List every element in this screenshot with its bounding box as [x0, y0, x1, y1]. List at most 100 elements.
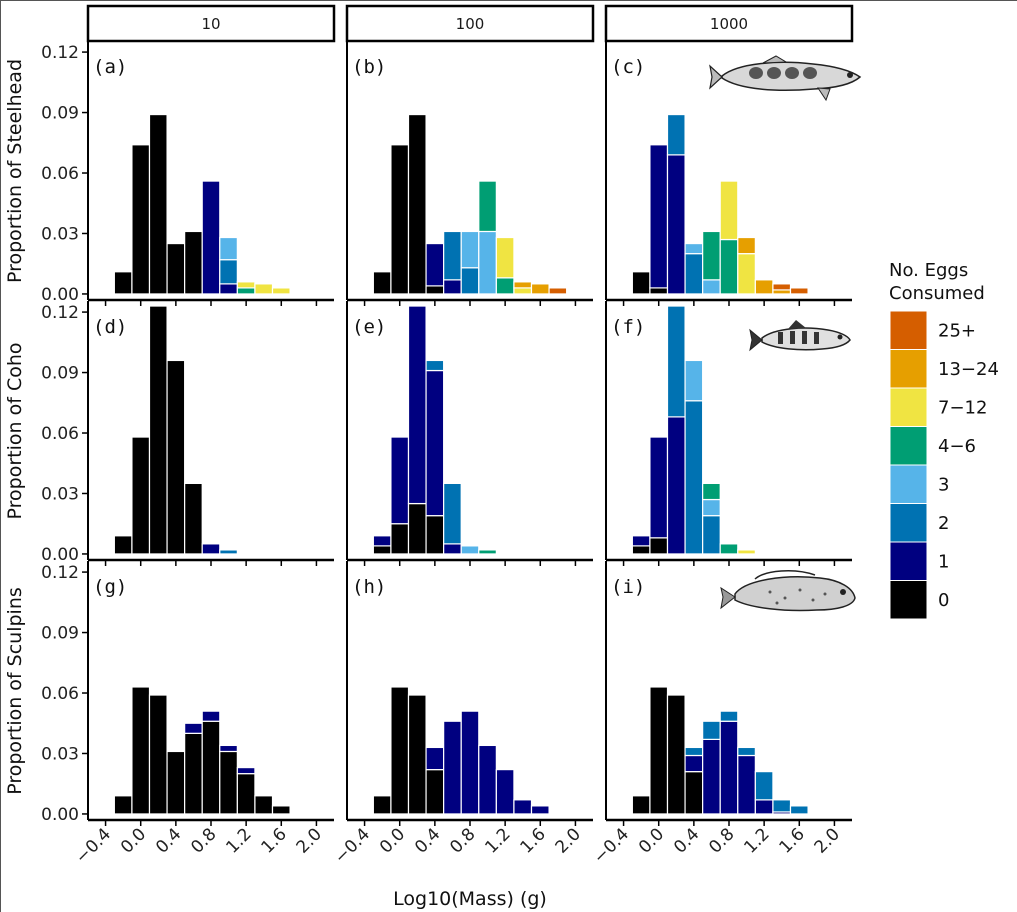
- bar-segment: [530, 283, 550, 295]
- y-tick-label: 0.12: [41, 303, 79, 323]
- bar-segment: [513, 281, 533, 289]
- bar-segment: [271, 805, 291, 815]
- bar-segment: [407, 113, 427, 295]
- bar-segment: [737, 253, 756, 295]
- bar-segment: [666, 113, 686, 156]
- legend-label: 13−24: [938, 359, 999, 380]
- panel-label: (f): [611, 316, 645, 338]
- bar-segment: [702, 498, 721, 517]
- bar-segment: [631, 271, 651, 295]
- bar-segment: [184, 482, 203, 555]
- y-tick-label: 0.06: [41, 684, 79, 704]
- bar-segment: [184, 230, 203, 295]
- bar-segment: [702, 738, 721, 815]
- bar-segment: [719, 720, 739, 815]
- bar-segment: [201, 710, 221, 722]
- bar-segment: [425, 359, 445, 372]
- bar-segment: [702, 720, 721, 740]
- y-tick-label: 0.09: [41, 104, 79, 124]
- facet-strip: [86, 4, 336, 43]
- bar-segment: [443, 543, 462, 555]
- panel-label: (g): [93, 576, 127, 598]
- bar-segment: [649, 686, 669, 815]
- y-axis-title: Proportion of Steelhead: [4, 59, 26, 283]
- bar-segment: [548, 287, 568, 295]
- facet-panel: (e): [346, 301, 593, 562]
- bar-segment: [666, 694, 686, 815]
- facet-panel: (a): [87, 41, 334, 302]
- bar-segment: [684, 253, 704, 295]
- facet-strips: 10 100 1000: [86, 4, 854, 43]
- y-tick-label: 0.00: [41, 545, 79, 565]
- panel-label: (i): [611, 576, 645, 598]
- bar-segment: [649, 436, 669, 539]
- bar-segment: [495, 277, 515, 295]
- y-tick-label: 0.00: [41, 805, 79, 825]
- bar-segment: [666, 416, 686, 555]
- legend-swatch: [889, 426, 928, 466]
- bar-segment: [719, 543, 739, 555]
- bar-segment: [236, 766, 256, 775]
- bar-segment: [495, 769, 515, 815]
- bar-segment: [113, 795, 133, 815]
- bar-segment: [684, 400, 704, 555]
- y-axis-title: Proportion of Sculpins: [4, 587, 26, 795]
- y-tick-label: 0.03: [41, 484, 79, 504]
- bar-segment: [372, 271, 392, 295]
- bar-segment: [390, 523, 410, 555]
- y-tick-label: 0.12: [41, 43, 79, 63]
- bar-segment: [684, 242, 704, 255]
- bar-segment: [478, 744, 497, 815]
- y-axis-titles: Proportion of Steelhead Proportion of Coh…: [4, 59, 26, 795]
- facet-panels: (a) (b) (c) (d) (e) (f) (g) (h) (i): [87, 41, 852, 822]
- facet-panel: (d): [87, 301, 334, 562]
- bar-segment: [719, 238, 739, 295]
- bar-segment: [148, 694, 168, 815]
- facet-strip-label: 10: [201, 15, 220, 33]
- sculpin-icon: [720, 570, 856, 612]
- bar-segment: [407, 502, 427, 555]
- bar-segment: [443, 720, 462, 815]
- bar-segment: [201, 543, 221, 555]
- facet-panel: (f): [605, 301, 852, 562]
- bar-segment: [684, 754, 704, 773]
- bar-segment: [737, 236, 756, 255]
- bar-segment: [166, 359, 186, 555]
- bar-segment: [649, 537, 669, 555]
- bar-segment: [254, 795, 274, 815]
- bar-segment: [425, 746, 445, 771]
- legend-label: 2: [938, 513, 949, 534]
- bar-segment: [219, 549, 238, 555]
- bar-segment: [789, 287, 809, 295]
- bar-segment: [684, 746, 704, 757]
- legend-label: 7−12: [938, 397, 987, 418]
- panel-label: (h): [352, 576, 386, 598]
- legend: No. Eggs Consumed 25+ 13−24 7−12 4−6 3 2 1 0: [889, 260, 999, 620]
- legend-keys: 25+ 13−24 7−12 4−6 3 2 1 0: [889, 310, 999, 620]
- bar-segment: [737, 746, 756, 757]
- bar-segment: [372, 535, 392, 547]
- bar-segment: [460, 267, 480, 295]
- legend-swatch: [889, 464, 928, 504]
- bar-segment: [513, 799, 533, 815]
- bar-segment: [131, 436, 151, 555]
- y-tick-label: 0.09: [41, 624, 79, 644]
- bar-segment: [754, 771, 774, 801]
- legend-label: 3: [938, 474, 949, 495]
- bar-segment: [425, 285, 445, 295]
- panel-label: (c): [611, 56, 645, 78]
- bar-segment: [754, 799, 774, 815]
- bar-segment: [702, 482, 721, 501]
- facet-strip-label: 1000: [710, 15, 748, 33]
- bar-segment: [201, 180, 221, 295]
- y-tick-label: 0.09: [41, 364, 79, 384]
- y-tick-label: 0.06: [41, 164, 79, 184]
- bar-segment: [666, 154, 686, 295]
- legend-swatch: [889, 580, 928, 620]
- bar-segment: [390, 144, 410, 295]
- y-tick-label: 0.06: [41, 424, 79, 444]
- bar-segment: [460, 710, 480, 815]
- bar-segment: [772, 289, 792, 295]
- bar-segment: [702, 230, 721, 281]
- legend-swatch: [889, 541, 928, 581]
